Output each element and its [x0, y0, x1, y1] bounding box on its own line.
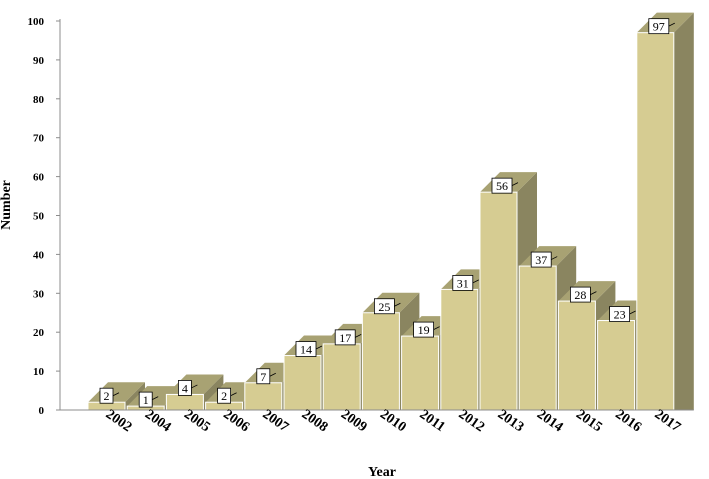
x-tick-label: 2006 — [220, 407, 252, 435]
data-label: 28 — [574, 288, 586, 302]
y-tick-label: 30 — [33, 288, 45, 300]
data-label: 2 — [221, 389, 227, 403]
data-label: 4 — [182, 381, 188, 395]
data-label-box — [99, 387, 114, 404]
data-label-box — [648, 18, 670, 35]
bar-side — [673, 12, 694, 410]
data-label-box — [413, 321, 435, 338]
data-label-leader — [590, 291, 597, 295]
x-tick-label: 2012 — [456, 407, 488, 435]
data-label-box — [177, 380, 192, 396]
bar-front — [244, 382, 283, 411]
y-tick-label: 40 — [33, 249, 45, 261]
y-tick-label: 10 — [33, 366, 45, 378]
y-axis: 0 10 20 30 40 50 60 70 80 90 100 — [28, 16, 61, 417]
data-label-box — [295, 341, 317, 357]
data-label: 56 — [496, 179, 508, 193]
x-tick-label: 2014 — [534, 407, 566, 435]
data-label-leader — [433, 326, 440, 330]
x-tick-label: 2013 — [495, 407, 527, 435]
data-label-box — [256, 368, 271, 385]
data-label: 19 — [418, 323, 430, 337]
x-axis-title: Year — [368, 465, 396, 479]
x-tick-label: 2004 — [142, 407, 174, 435]
data-label: 25 — [378, 300, 390, 314]
data-label: 23 — [614, 308, 626, 322]
y-tick-label: 50 — [33, 211, 45, 223]
data-label-box — [530, 251, 552, 268]
bar-2017: 97 — [636, 12, 694, 411]
x-tick-label: 2011 — [417, 407, 448, 435]
data-label-leader — [230, 392, 237, 397]
data-label: 17 — [339, 331, 351, 345]
y-tick-label: 100 — [28, 16, 45, 28]
data-label-box — [491, 177, 513, 194]
data-label-box — [217, 387, 232, 404]
data-label-leader — [152, 396, 159, 400]
data-label-leader — [394, 302, 401, 307]
y-tick-label: 70 — [33, 133, 45, 145]
bar-front — [322, 343, 361, 411]
x-tick-label: 2010 — [377, 407, 409, 435]
data-label: 2 — [104, 389, 110, 403]
bar-front — [518, 265, 557, 411]
y-tick-label: 60 — [33, 172, 45, 184]
x-tick-label: 2007 — [260, 407, 292, 435]
data-label-leader — [629, 310, 636, 315]
data-label: 37 — [535, 253, 547, 267]
bar-front — [361, 312, 400, 411]
bar-front — [401, 335, 440, 411]
data-label-box — [334, 329, 356, 346]
data-label-leader — [551, 256, 558, 260]
data-label-leader — [191, 384, 198, 389]
data-label-leader — [112, 392, 120, 397]
data-label-leader — [472, 279, 479, 284]
bar-front — [165, 393, 204, 411]
data-label-leader — [511, 182, 519, 187]
x-axis: 2002 2004 2005 2006 2007 2008 2009 2010 2011 2012… — [60, 407, 694, 435]
bar-front — [440, 288, 479, 411]
data-label: 7 — [260, 370, 266, 384]
bar-front — [597, 320, 636, 411]
data-label-leader — [315, 345, 323, 350]
y-tick-label: 20 — [33, 327, 45, 339]
x-tick-label: 2017 — [652, 407, 684, 435]
bar-front — [479, 191, 518, 411]
x-tick-label: 2002 — [103, 407, 135, 435]
bar-front — [636, 32, 675, 411]
bar-front — [283, 355, 322, 411]
y-tick-label: 80 — [33, 94, 45, 106]
data-label-leader — [269, 372, 276, 377]
data-label-box — [452, 275, 474, 291]
x-tick-label: 2009 — [338, 407, 370, 435]
x-tick-label: 2016 — [612, 407, 644, 435]
y-axis-title: Number — [0, 180, 14, 230]
data-label: 97 — [653, 20, 665, 34]
data-label-box — [373, 298, 395, 315]
data-label-leader — [355, 334, 362, 338]
data-label: 31 — [457, 276, 469, 290]
data-label-leader — [668, 22, 675, 27]
x-tick-label: 2015 — [573, 407, 605, 435]
x-tick-label: 2008 — [299, 407, 331, 435]
data-label-box — [138, 391, 153, 408]
y-tick-label: 90 — [33, 55, 45, 67]
x-tick-label: 2005 — [181, 407, 213, 435]
bar-front — [557, 300, 596, 411]
data-label-box — [570, 286, 591, 303]
data-label-box — [609, 306, 630, 322]
data-label: 14 — [300, 343, 312, 357]
y-tick-label: 0 — [39, 405, 45, 417]
data-label: 1 — [143, 393, 149, 407]
